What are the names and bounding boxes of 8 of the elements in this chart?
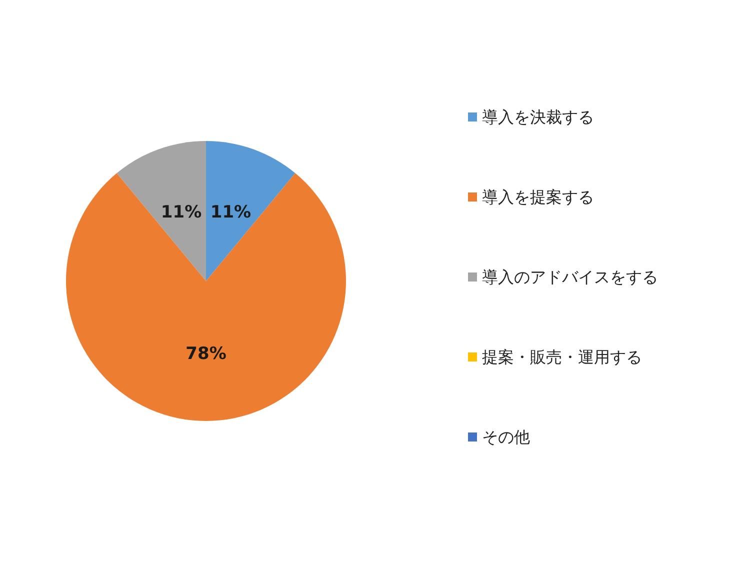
data-label: 11% xyxy=(160,202,202,222)
legend-label: 提案・販売・運用する xyxy=(482,348,642,366)
data-label: 78% xyxy=(186,344,226,364)
legend-label: その他 xyxy=(482,428,530,446)
legend-label: 導入のアドバイスをする xyxy=(482,268,658,286)
data-label: 11% xyxy=(210,202,252,222)
legend-label: 導入を提案する xyxy=(482,188,594,206)
legend-label: 導入を決裁する xyxy=(482,108,594,126)
